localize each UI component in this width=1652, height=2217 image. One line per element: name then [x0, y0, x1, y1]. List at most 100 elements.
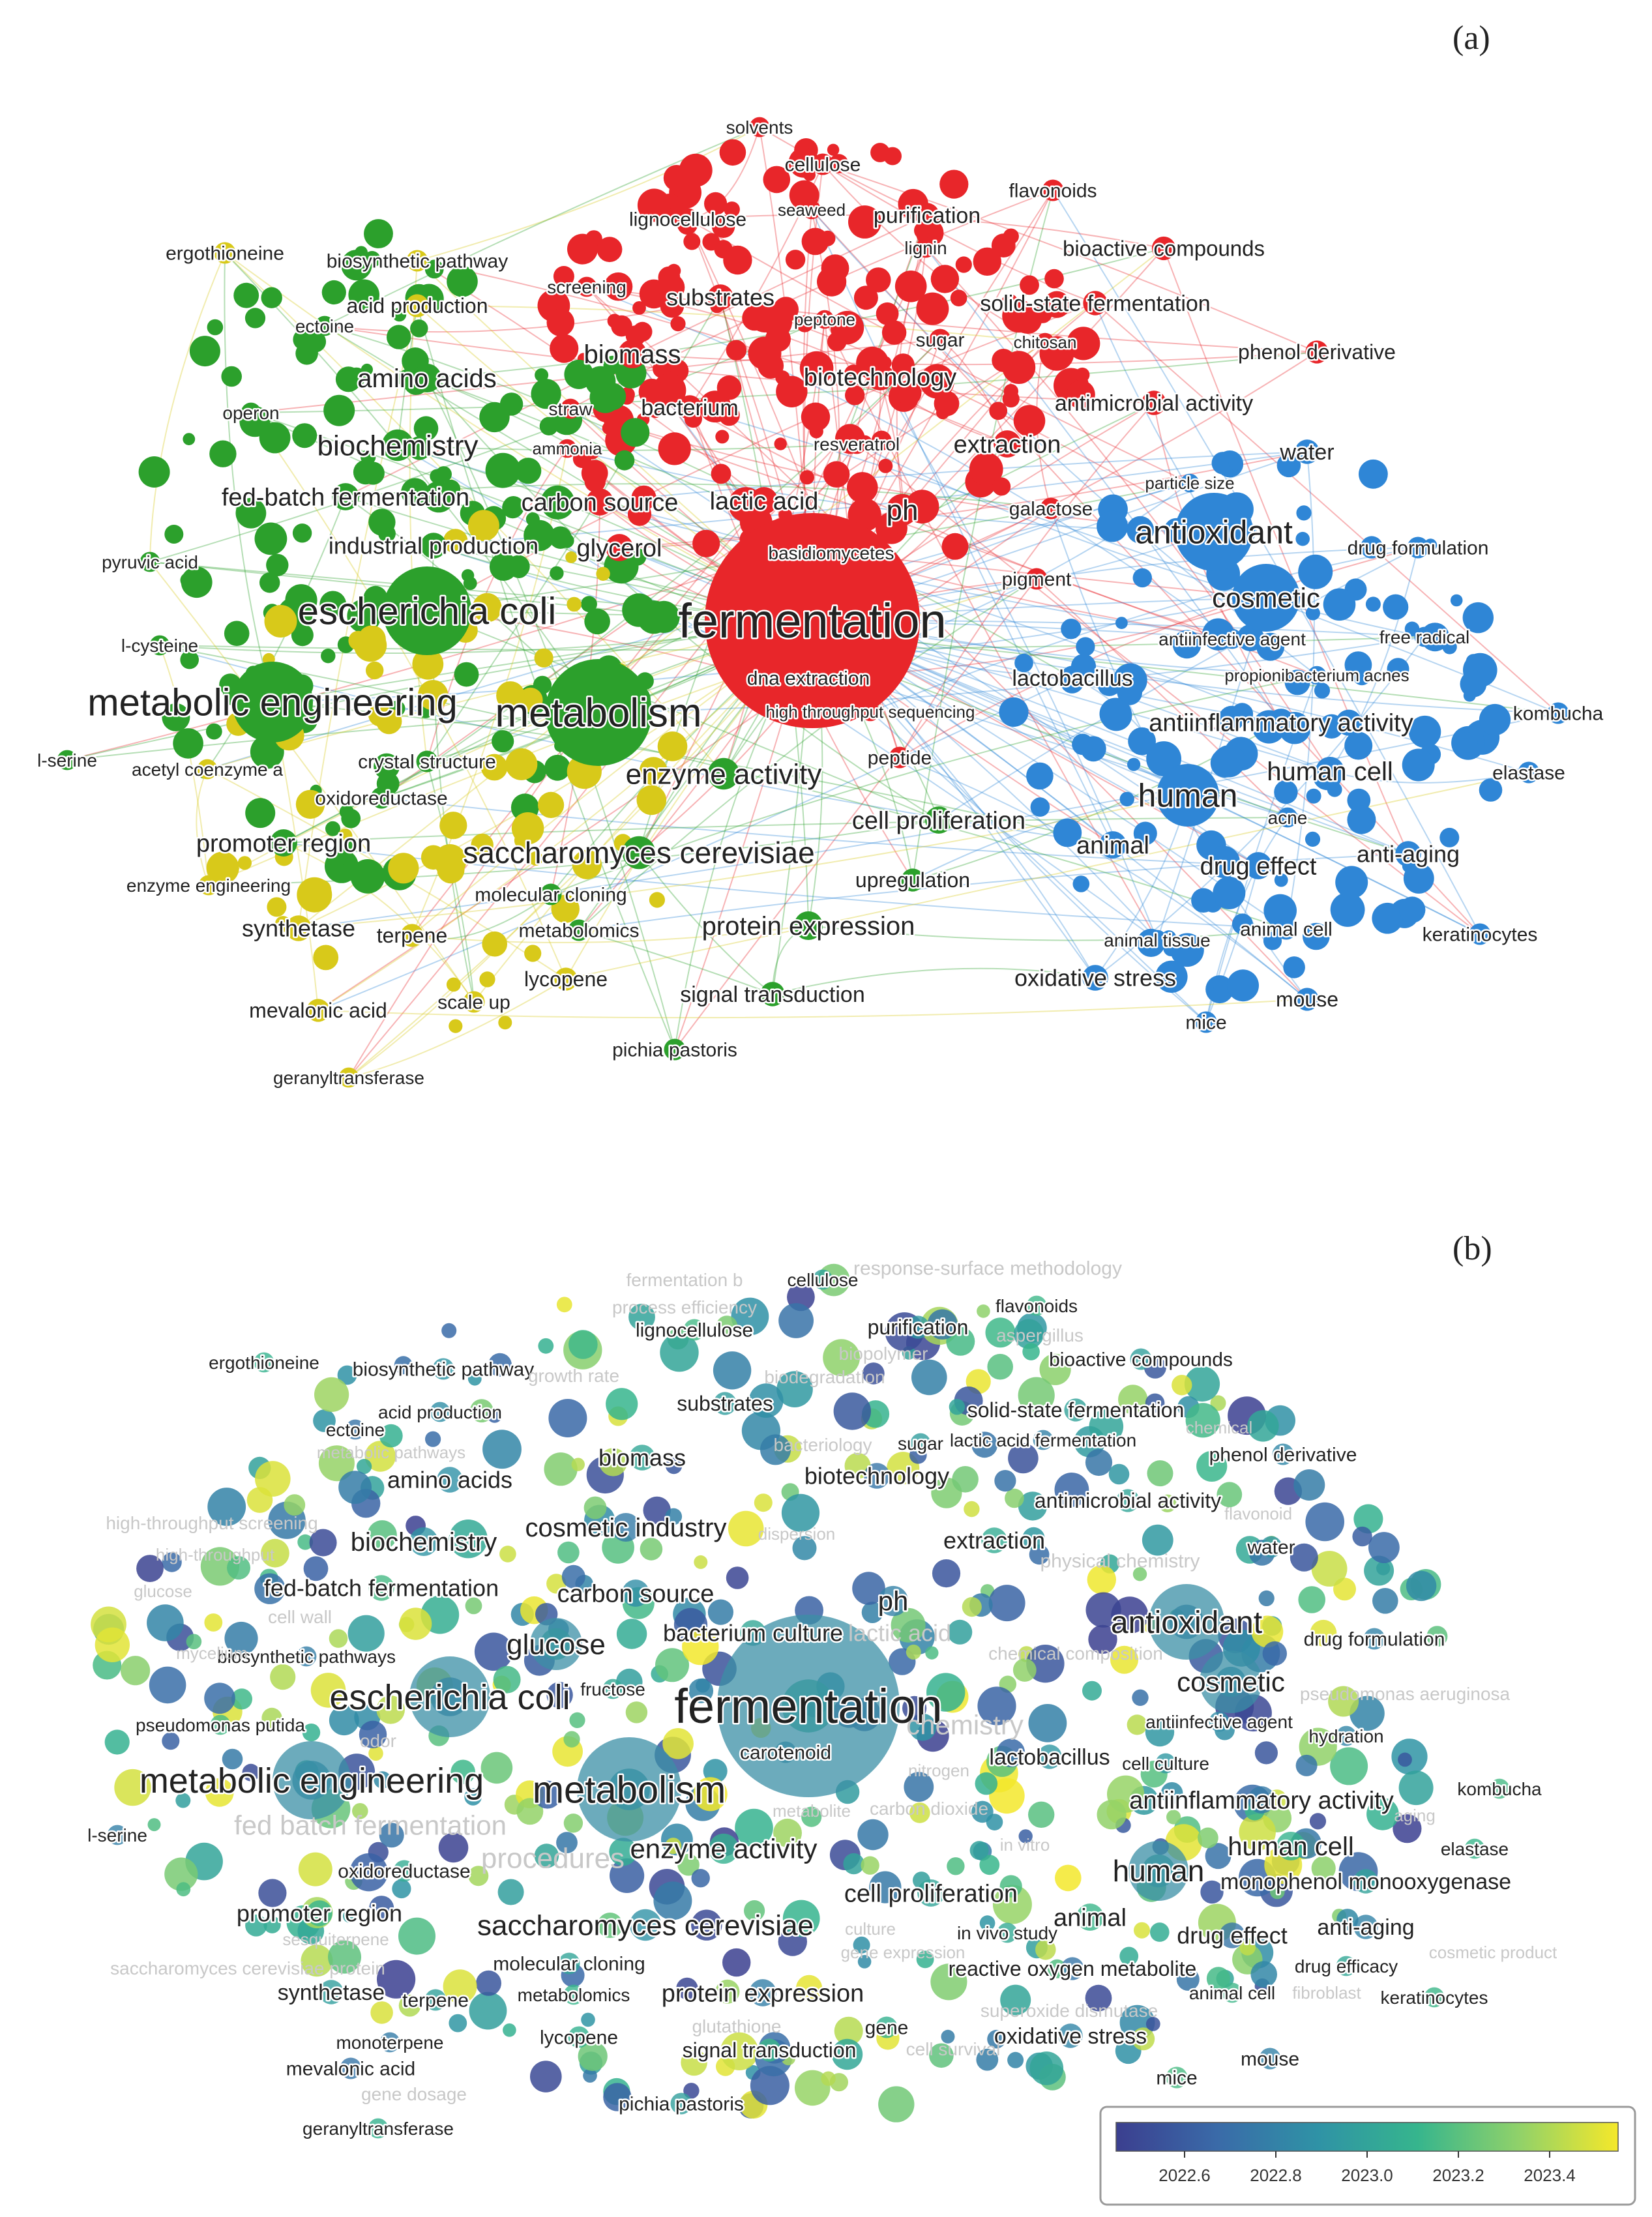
- node-metabolomics: [563, 1984, 584, 2005]
- node-straw: [560, 398, 581, 419]
- link-line: [772, 967, 1096, 995]
- node-marker: [670, 316, 686, 332]
- node-marker: [242, 1763, 260, 1782]
- term-label-promoter-region: promoter region: [196, 830, 371, 857]
- node-biochemistry: [409, 1527, 438, 1556]
- node-marker: [1306, 788, 1321, 804]
- node-marker: [369, 1896, 394, 1921]
- term-label-molecular-cloning: molecular cloning: [475, 885, 627, 906]
- node-promoter-region: [270, 829, 297, 857]
- node-marker: [758, 353, 784, 379]
- term-label-procedures: procedures: [481, 1842, 625, 1874]
- node-marker: [788, 147, 819, 178]
- link-line: [381, 339, 941, 799]
- node-animal: [1099, 831, 1127, 859]
- node-marker: [1007, 2051, 1024, 2068]
- node-marker: [665, 1508, 683, 1525]
- term-label-bacterium-culture: bacterium culture: [663, 1620, 843, 1647]
- node-marker: [581, 596, 597, 613]
- term-label-gene-expression: gene expression: [841, 1943, 966, 1962]
- node-marker: [441, 1323, 457, 1338]
- node-marker: [297, 877, 332, 913]
- node-marker: [1054, 1473, 1089, 1507]
- node-marker: [1387, 658, 1409, 681]
- term-label-glucose: glucose: [507, 1628, 606, 1660]
- node-marker: [724, 201, 740, 218]
- node-marker: [319, 591, 347, 618]
- term-label-cellulose: cellulose: [788, 1270, 859, 1290]
- term-label-biosynthetic-pathways: biosynthetic pathways: [217, 1647, 396, 1667]
- panel-b-nodes: [91, 1263, 1510, 2139]
- node-marker: [370, 2001, 393, 2024]
- term-label-in-vitro: in vitro: [1000, 1835, 1050, 1855]
- term-label-culture: culture: [845, 1919, 896, 1939]
- node-marker: [1330, 892, 1365, 927]
- node-marker: [1263, 932, 1282, 950]
- node-marker: [449, 1019, 463, 1033]
- hub-antioxidant: [1175, 493, 1253, 571]
- node-marker: [950, 289, 967, 307]
- node-cellulose: [812, 1269, 833, 1290]
- node-marker: [1347, 805, 1376, 834]
- term-label-chemistry: chemistry: [906, 1710, 1024, 1740]
- term-label-pichia-pastoris: pichia pastoris: [619, 2094, 744, 2115]
- node-marker: [627, 502, 652, 526]
- node-marker: [245, 798, 276, 829]
- node-pichia-pastoris: [664, 1038, 686, 1061]
- term-label-keratinocytes: keratinocytes: [1423, 924, 1538, 946]
- node-marker: [493, 1666, 521, 1694]
- node-marker: [244, 308, 266, 329]
- node-marker: [773, 1818, 802, 1847]
- node-antiinfective-agent: [1222, 628, 1243, 649]
- node-marker: [1298, 1586, 1325, 1613]
- term-label-high-throughput: high-throughput: [156, 1545, 275, 1564]
- node-monoterpene: [379, 2032, 400, 2053]
- node-saccharomyces-cerevisiae: [622, 836, 656, 870]
- node-marker: [1089, 1409, 1124, 1444]
- node-ph: [886, 493, 919, 526]
- node-marker: [313, 945, 339, 971]
- link-line: [348, 978, 567, 1078]
- term-label-synthetase: synthetase: [278, 1980, 385, 2005]
- node-marker: [563, 1731, 580, 1748]
- node-marker: [337, 1365, 357, 1385]
- node-kombucha: [1489, 1778, 1510, 1799]
- node-marker: [655, 1648, 689, 1682]
- node-marker: [628, 1304, 655, 1330]
- node-peptone: [815, 310, 834, 329]
- node-marker: [267, 897, 287, 917]
- term-label-resveratrol: resveratrol: [814, 434, 900, 454]
- node-marker: [1132, 1689, 1149, 1706]
- node-marker: [410, 319, 428, 338]
- node-marker: [986, 1813, 1003, 1830]
- hub-metabolic-engineering: [232, 662, 313, 742]
- node-marker: [776, 375, 808, 407]
- node-marker: [632, 301, 646, 315]
- term-label-amino-acids: amino acids: [357, 364, 496, 393]
- node-marker: [546, 308, 575, 336]
- node-marker: [1029, 2051, 1064, 2085]
- term-label-metabolite: metabolite: [773, 1801, 851, 1821]
- node-marker: [295, 789, 325, 819]
- node-marker: [925, 1646, 939, 1660]
- node-marker: [583, 1496, 607, 1520]
- node-biotechnology: [866, 363, 894, 390]
- term-label-oxidative-stress: oxidative stress: [1014, 965, 1176, 991]
- node-marker: [1239, 1813, 1276, 1851]
- node-marker: [1368, 1532, 1400, 1563]
- term-label-biotechnology: biotechnology: [804, 364, 957, 391]
- node-marker: [487, 1407, 503, 1423]
- node-marker: [341, 250, 372, 281]
- node-marker: [643, 1496, 671, 1525]
- node-marker: [367, 1520, 397, 1550]
- term-label-elastase: elastase: [1492, 763, 1565, 784]
- node-marker: [611, 315, 632, 337]
- node-marker: [821, 2071, 836, 2086]
- link-line: [283, 842, 475, 1003]
- node-marker: [694, 1555, 708, 1569]
- node-marker: [971, 1432, 998, 1458]
- link-line: [1329, 771, 1529, 784]
- term-label-aging: aging: [1394, 1806, 1436, 1825]
- node-marker: [614, 450, 635, 471]
- node-marker: [556, 1297, 572, 1313]
